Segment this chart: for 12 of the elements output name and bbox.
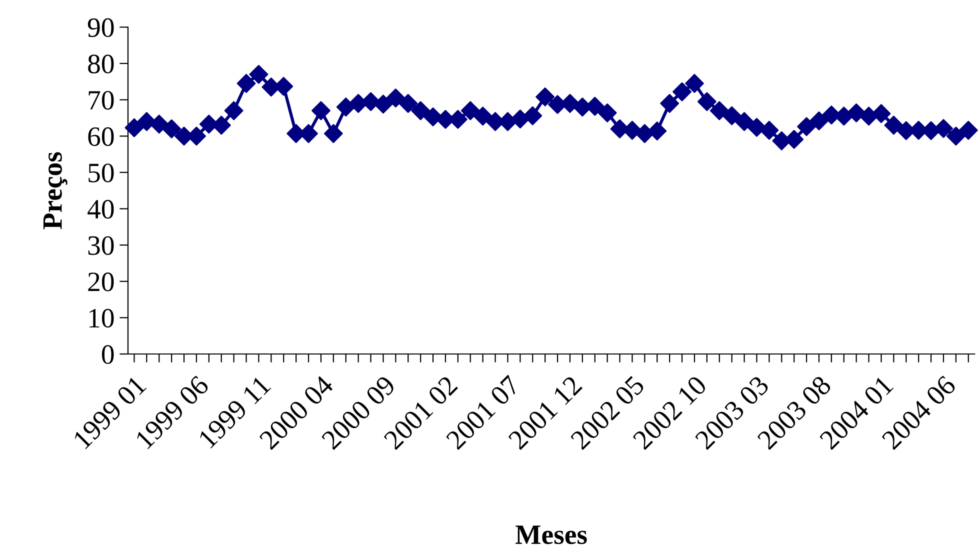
x-axis-title: Meses xyxy=(516,526,587,544)
y-tick-label: 80 xyxy=(88,54,114,74)
y-tick-label: 10 xyxy=(89,308,114,328)
y-axis-title: Preços xyxy=(43,152,68,230)
y-tick-label: 40 xyxy=(88,200,114,219)
y-tick-label: 20 xyxy=(88,272,114,292)
y-tick-label: 50 xyxy=(88,164,114,182)
y-tick-label: 60 xyxy=(88,127,114,146)
y-tick-label: 0 xyxy=(102,345,114,364)
y-tick-label: 70 xyxy=(88,90,114,110)
y-tick-label: 30 xyxy=(88,236,114,255)
y-tick-label: 90 xyxy=(88,18,114,38)
